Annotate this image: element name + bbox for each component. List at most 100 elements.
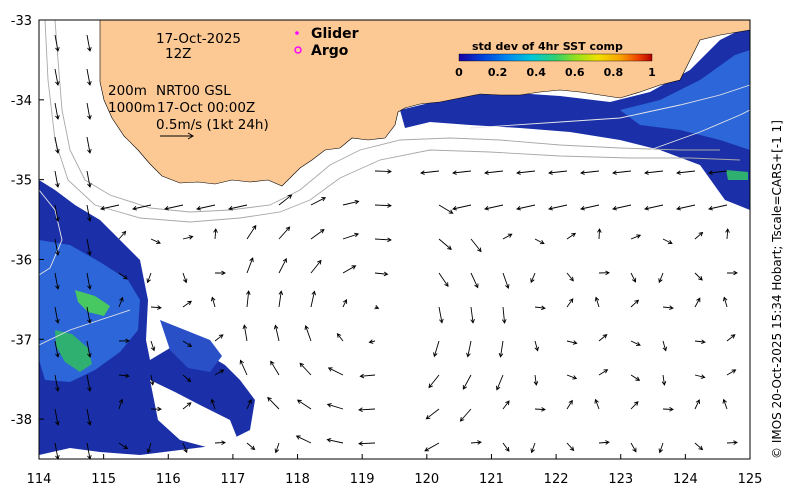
y-axis: -33 -34 -35 -36 -37 -38 [11, 14, 44, 428]
colorbar-tick-label: 0 [455, 66, 463, 79]
current-vector [694, 297, 701, 308]
current-vector [296, 399, 312, 410]
current-vector [534, 238, 545, 245]
current-vector [54, 34, 60, 52]
current-vector [530, 442, 536, 454]
current-vector [661, 374, 667, 386]
current-vector [694, 374, 706, 379]
x-tick-label: 117 [220, 472, 245, 487]
annotation-time: 12Z [165, 46, 191, 62]
current-vector [658, 442, 664, 454]
current-vector [242, 324, 248, 342]
isobaths [44, 19, 741, 223]
current-vector [86, 68, 92, 86]
current-vector [239, 359, 248, 376]
current-vector [146, 272, 152, 284]
current-vector [246, 224, 257, 240]
current-vector [326, 403, 344, 410]
current-vector [54, 136, 60, 154]
legend-argo-label: Argo [311, 43, 349, 59]
sst-contour-east-2 [649, 109, 751, 151]
current-vector [598, 334, 608, 342]
current-vector [598, 270, 610, 276]
current-vector [612, 204, 632, 211]
current-vector [374, 237, 392, 243]
colorbar-title: std dev of 4hr SST comp [472, 40, 623, 53]
current-vector [548, 170, 568, 175]
current-vector [246, 442, 256, 451]
colorbar-tick-label: 1 [648, 66, 656, 79]
current-vector [182, 340, 193, 347]
current-vector [594, 398, 600, 410]
current-vector [470, 272, 479, 289]
current-vector [214, 369, 225, 376]
current-vector [466, 340, 472, 358]
sst-patch-southwest-holes [150, 380, 238, 448]
current-vector [630, 272, 637, 283]
current-vector [214, 440, 226, 445]
legend-glider-label: Glider [311, 26, 359, 42]
current-vector [164, 204, 184, 211]
current-vector [326, 438, 344, 444]
current-vector [433, 340, 440, 358]
x-tick-label: 125 [738, 472, 763, 487]
current-vector [374, 169, 392, 174]
current-vector [516, 170, 536, 175]
current-vector [310, 229, 325, 240]
current-vector [86, 204, 92, 222]
sst-stddev-patches [39, 180, 255, 455]
current-vectors [54, 34, 738, 460]
annotation-date: 17-Oct-2025 [156, 31, 241, 47]
current-vector [462, 374, 472, 390]
current-vector [725, 228, 730, 240]
current-vector [438, 306, 444, 324]
current-vector [694, 442, 704, 451]
current-vector [722, 296, 728, 308]
colorbar-tick-label: 0.8 [604, 66, 624, 79]
current-vector [630, 442, 637, 453]
credit-text: © IMOS 20-Oct-2025 15:34 Hobart; Tscale=… [770, 120, 784, 459]
current-vector [484, 204, 504, 211]
current-vector [428, 374, 440, 389]
y-tick-label: -35 [11, 174, 32, 189]
current-vector [566, 298, 574, 308]
current-vector [726, 334, 736, 342]
current-vector [214, 270, 226, 276]
x-axis: 114 115 116 117 118 119 120 121 122 123 124 125 [27, 454, 763, 487]
current-vector [310, 290, 316, 308]
current-vector [630, 401, 639, 410]
current-vector [374, 304, 380, 310]
current-vector [327, 367, 344, 376]
y-tick-label: -36 [11, 253, 32, 268]
current-vector [278, 257, 287, 274]
current-vector [630, 234, 642, 240]
current-vector [484, 170, 504, 175]
current-vector [501, 306, 507, 324]
map-plot-area [38, 19, 751, 460]
current-vector [452, 170, 472, 175]
current-vector [270, 360, 280, 376]
current-vector [310, 259, 322, 274]
current-vector [228, 204, 248, 211]
current-vector [118, 272, 128, 280]
current-vector [118, 296, 124, 308]
sst-contour-west-2 [38, 309, 131, 346]
current-vector [722, 398, 728, 410]
current-vector [86, 306, 92, 324]
current-vector [342, 265, 357, 274]
x-tick-label: 124 [673, 472, 698, 487]
current-vector [118, 442, 129, 450]
current-vector [132, 204, 152, 211]
current-vector [424, 442, 440, 452]
current-vector [182, 300, 192, 308]
current-vector [182, 272, 188, 284]
current-vector [459, 408, 472, 422]
y-tick-label: -34 [11, 94, 32, 109]
current-vector [146, 442, 152, 454]
current-vector [368, 339, 376, 344]
y-tick-label: -38 [11, 413, 32, 428]
current-vector [534, 407, 546, 412]
colorbar [458, 53, 653, 62]
current-vector [420, 170, 440, 175]
